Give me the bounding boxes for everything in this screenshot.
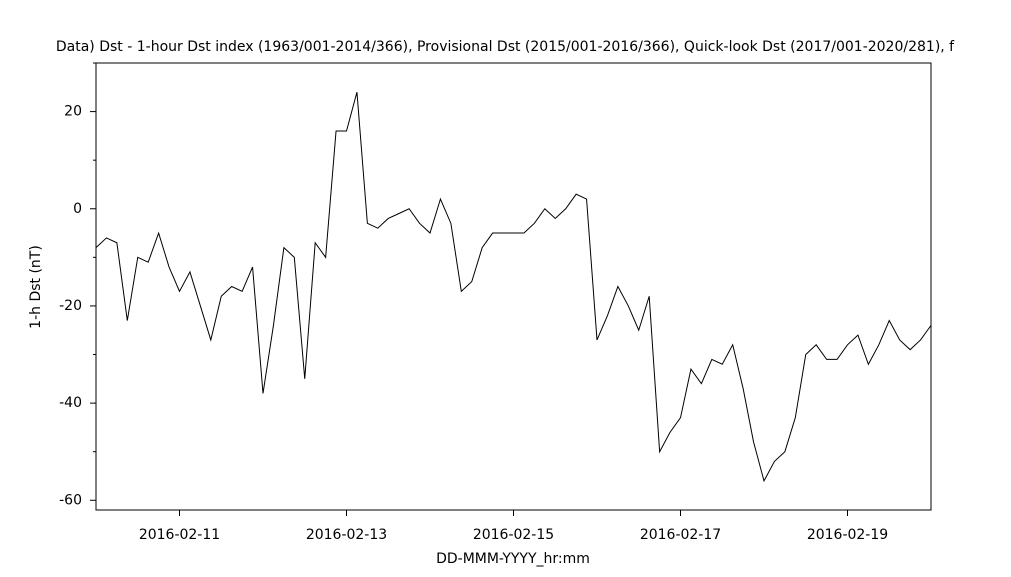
- y-tick-label: -40: [59, 395, 82, 411]
- data-line: [95, 92, 932, 483]
- x-tick-label: 2016-02-15: [473, 527, 554, 543]
- y-tick-label: -60: [59, 492, 82, 508]
- y-tick-label: -20: [59, 298, 82, 314]
- x-tick-label: 2016-02-11: [139, 527, 220, 543]
- x-axis-label: DD-MMM-YYYY_hr:mm: [436, 551, 590, 567]
- y-tick-label: 20: [64, 104, 82, 120]
- chart-title: Data) Dst - 1-hour Dst index (1963/001-2…: [56, 39, 955, 55]
- y-tick-label: 0: [73, 201, 82, 217]
- x-tick-label: 2016-02-13: [306, 527, 387, 543]
- y-axis-label: 1-h Dst (nT): [28, 245, 44, 329]
- x-tick-label: 2016-02-19: [807, 527, 888, 543]
- plot-frame: [95, 62, 932, 511]
- x-tick-label: 2016-02-17: [640, 527, 721, 543]
